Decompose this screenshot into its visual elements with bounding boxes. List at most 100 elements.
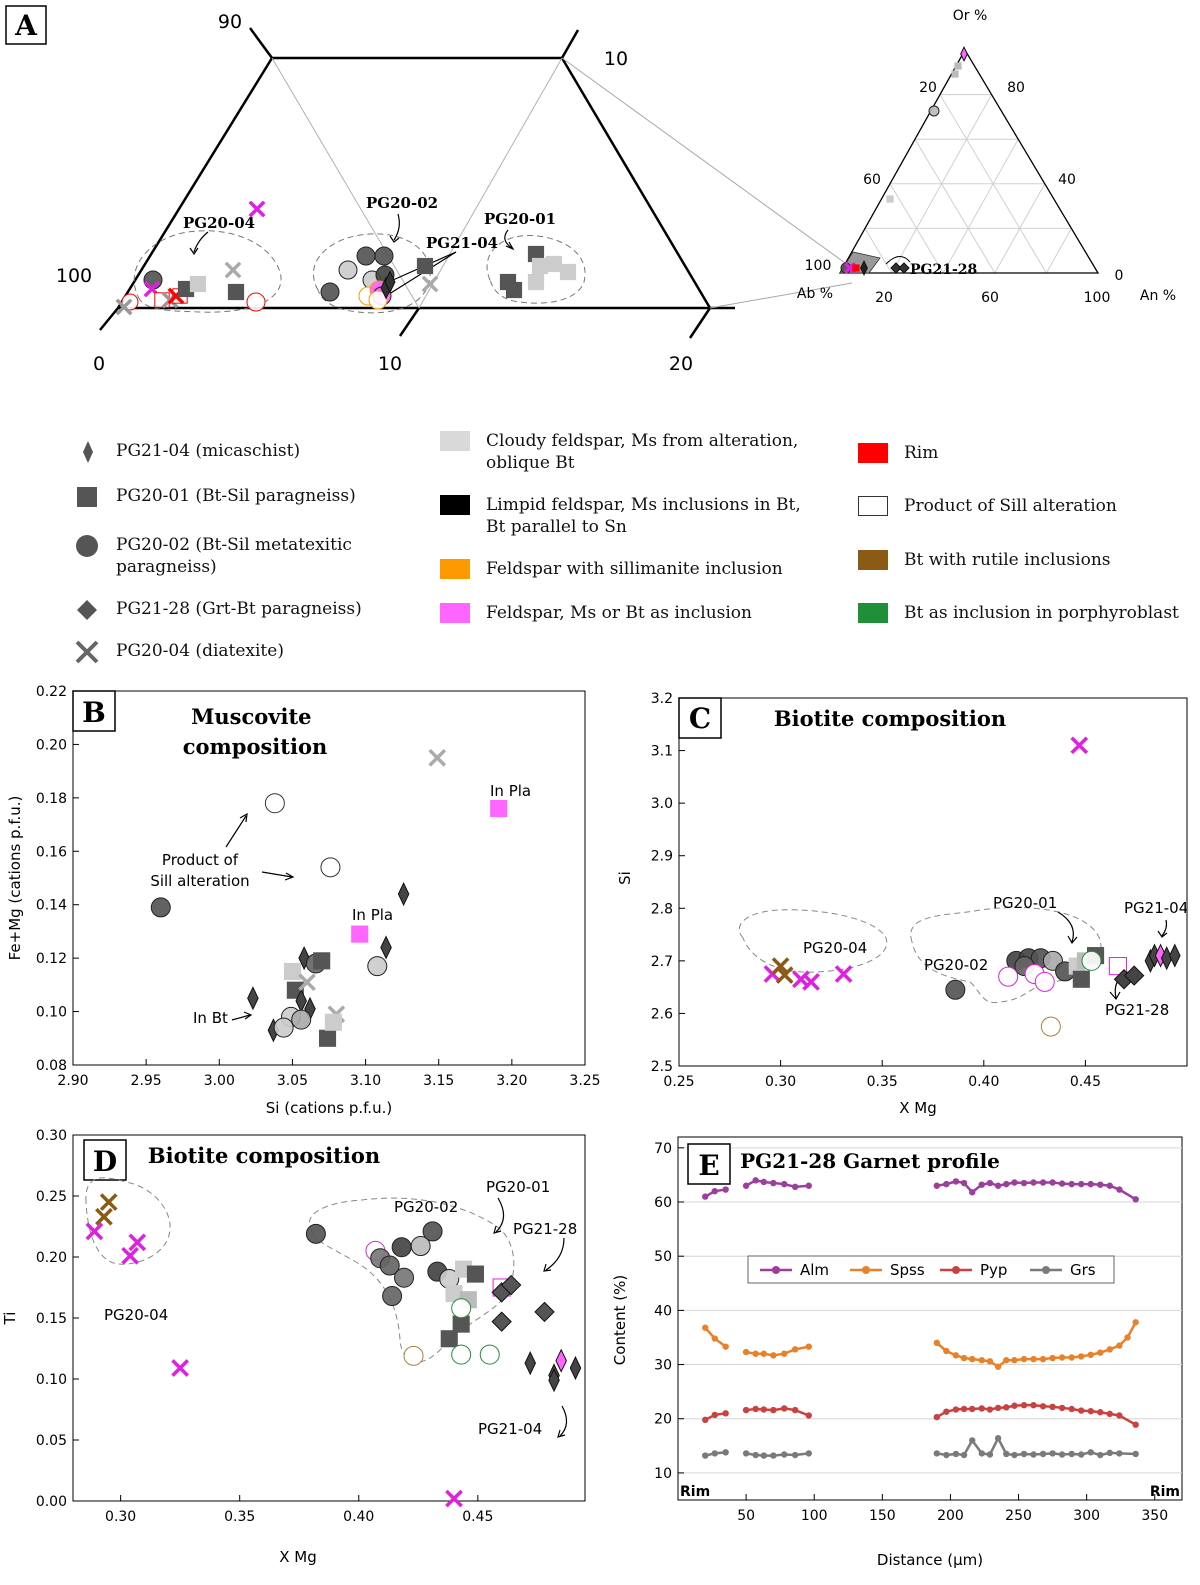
series-point-grs (994, 1435, 1002, 1442)
panel-label-d: D (93, 1145, 117, 1178)
y-tick-label: 0.12 (36, 951, 67, 967)
panel-label-b: B (82, 696, 106, 729)
thin-diamond-marker (397, 881, 410, 907)
x-axis-label: Si (cations p.f.u.) (266, 1099, 392, 1117)
series-point-spss (1132, 1319, 1139, 1326)
square-marker (954, 62, 962, 70)
circle-marker (367, 956, 388, 977)
series-point-grs (781, 1451, 788, 1458)
legend-dot-spss (862, 1266, 870, 1274)
x-tick-label: 3.15 (423, 1073, 454, 1089)
thin-diamond-marker (524, 1351, 537, 1376)
x-tick-label: 200 (937, 1508, 964, 1524)
thin-diamond-marker (380, 935, 392, 960)
circle-marker (320, 282, 340, 302)
series-point-spss (1106, 1346, 1114, 1353)
panel-label-e: E (698, 1149, 719, 1182)
circle-marker (479, 1344, 500, 1365)
series-point-alm (742, 1182, 750, 1189)
series-point-spss (1049, 1354, 1056, 1362)
y-tick-label: 0.10 (36, 1005, 67, 1021)
x-axis-label: X Mg (899, 1099, 937, 1117)
ternary-tick-40: 40 (1058, 172, 1076, 188)
y-tick-label: 0.30 (36, 1128, 67, 1144)
circle-marker (150, 897, 171, 918)
panel-label-a: A (14, 9, 38, 42)
legend-label: Cloudy feldspar, Ms from alteration, obl… (486, 431, 799, 473)
series-point-alm (1003, 1180, 1010, 1188)
legend-item-cloudy: Cloudy feldspar, Ms from alteration, obl… (440, 430, 798, 474)
diamond-marker (898, 262, 910, 274)
x-tick-label: 0.30 (765, 1074, 796, 1090)
circle-marker (403, 1345, 424, 1366)
data-points (150, 748, 508, 1047)
legend-label: Product of Sill alteration (904, 496, 1117, 516)
series-point-spss (933, 1339, 941, 1347)
profile-lines (702, 1177, 1139, 1459)
ternary-markers (840, 45, 968, 277)
circle-marker (422, 1221, 443, 1242)
square-marker (852, 264, 860, 272)
y-tick-label: 60 (654, 1195, 672, 1211)
x-tick-label: 350 (1141, 1508, 1168, 1524)
series-point-alm (933, 1182, 941, 1189)
circle-marker (1034, 971, 1055, 992)
chart-title: PG21-28 Garnet profile (740, 1149, 1000, 1173)
series-point-spss (1068, 1354, 1075, 1361)
panel-label-box-c (678, 697, 722, 739)
ternary-grid-line (891, 94, 993, 274)
diamond-marker (534, 1301, 555, 1323)
legend-item-pg21-28: PG21-28 (Grt-Bt paragneiss) (70, 598, 362, 622)
x-tick-label: 0.40 (968, 1074, 999, 1090)
series-point-grs (1087, 1449, 1094, 1456)
series-line-alm (936, 1180, 1137, 1201)
series-point-grs (791, 1451, 799, 1459)
ternary-tick-60: 60 (863, 172, 881, 188)
data-points (763, 736, 1181, 1037)
series-point-spss (760, 1350, 768, 1357)
series-point-pyp (1132, 1421, 1139, 1428)
x-tick-label: 0.30 (105, 1509, 136, 1525)
x-tick-label: 100 (801, 1508, 828, 1524)
thin-diamond-marker (555, 1348, 567, 1373)
square-marker (416, 257, 434, 275)
series-point-spss (978, 1357, 985, 1364)
thin-diamond-marker (548, 1368, 560, 1393)
swatch-brown (858, 550, 888, 570)
ternary-grid-line (1045, 228, 1072, 274)
series-point-spss (781, 1350, 788, 1357)
square-marker (886, 195, 894, 203)
cross-marker (171, 1359, 190, 1377)
legend-dot-alm (772, 1266, 780, 1274)
annotation-in-bt: In Bt (193, 1009, 228, 1027)
series-point-pyp (1011, 1402, 1018, 1409)
thin-diamond-marker (384, 270, 396, 294)
cross-marker (421, 275, 439, 293)
legend-label: PG20-01 (Bt-Sil paragneiss) (116, 486, 356, 506)
series-point-alm (986, 1179, 994, 1187)
cross-marker (428, 748, 447, 767)
panel-a-diagram: A 90 10 100 0 10 20 PG20-04 PG20-02 PG21… (5, 5, 1176, 375)
series-point-pyp (711, 1411, 718, 1419)
annotations: PG20-04 PG20-02 PG20-01 PG21-28 PG21-04 (104, 1178, 577, 1438)
cross-marker (128, 1233, 147, 1252)
series-point-alm (752, 1177, 759, 1184)
series-point-pyp (742, 1406, 750, 1414)
legend-text-alm: Alm (800, 1261, 829, 1279)
axis-label-10-top: 10 (604, 48, 628, 70)
legend-label: Feldspar with sillimanite inclusion (486, 559, 783, 579)
y-tick-label: 3.2 (651, 691, 673, 707)
circle-marker (1081, 950, 1102, 971)
y-tick-label: 0.15 (36, 1311, 67, 1327)
legend-text-spss: Spss (890, 1261, 925, 1279)
ternary-tick-100-ab: 100 (805, 258, 832, 274)
panel-label-box-e (687, 1143, 731, 1185)
series-point-grs (1058, 1451, 1066, 1458)
annotation-arrows (493, 1197, 568, 1438)
series-point-alm (711, 1187, 718, 1195)
series-point-alm (1020, 1179, 1028, 1187)
ternary-tick-80: 80 (1007, 80, 1025, 96)
series-point-pyp (986, 1406, 994, 1413)
square-marker (1072, 970, 1090, 988)
legend-text-grs: Grs (1070, 1261, 1096, 1279)
